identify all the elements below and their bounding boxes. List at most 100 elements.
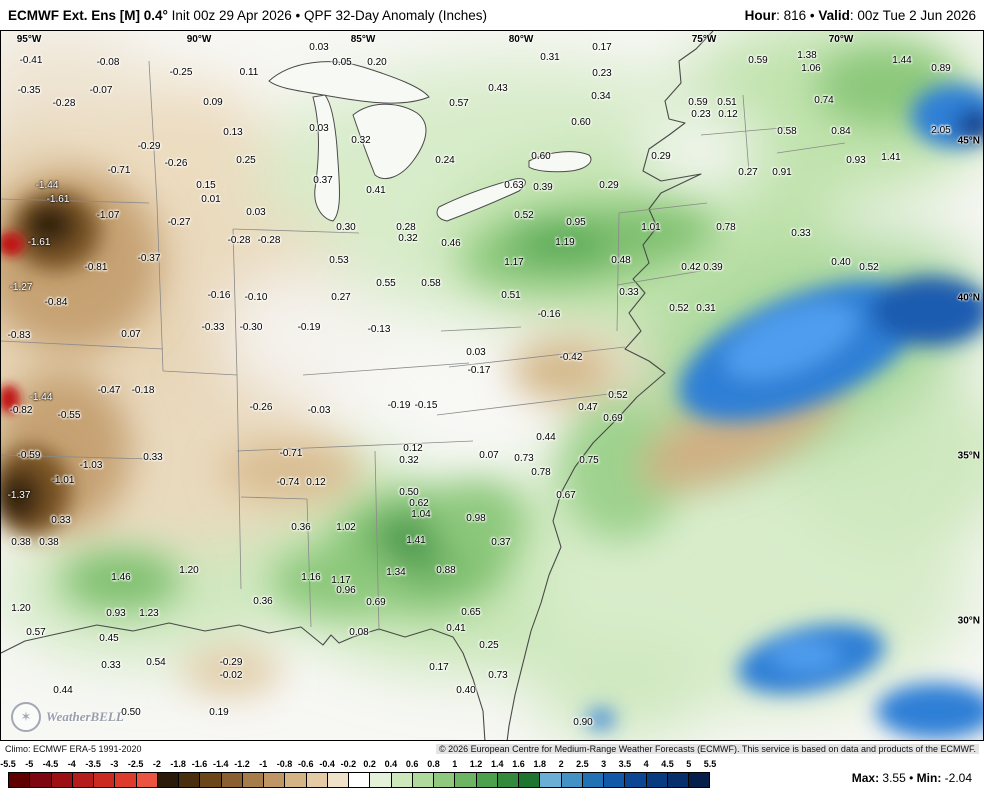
map-value-label: 0.52 — [669, 303, 689, 314]
weatherbell-emblem-icon: ✶ — [11, 702, 41, 732]
colorbar-segment — [115, 773, 137, 787]
map-value-label: 0.51 — [501, 290, 521, 301]
colorbar-tick-label: -4.5 — [42, 759, 59, 769]
map-value-label: 0.12 — [718, 109, 738, 120]
colorbar-legend: -5.5 -5 -4.5 -4 -3.5 -3 -2.5 -2 -1.8 -1.6 -1.4 -1.2… — [0, 756, 984, 808]
map-value-label: 0.41 — [366, 185, 386, 196]
map-value-label: 0.39 — [533, 182, 553, 193]
map-value-label: 0.38 — [11, 537, 31, 548]
map-value-label: 0.57 — [449, 98, 469, 109]
map-value-label: 0.78 — [716, 222, 736, 233]
map-value-label: 0.25 — [479, 640, 499, 651]
colorbar-segment — [349, 773, 371, 787]
colorbar-tick-label: -3 — [110, 759, 119, 769]
map-value-label: 0.23 — [592, 68, 612, 79]
colorbar-tick-label: 1.6 — [512, 759, 525, 769]
map-value-label: -1.03 — [79, 460, 103, 471]
map-value-label: 0.47 — [578, 402, 598, 413]
colorbar-segment — [561, 773, 583, 787]
map-value-label: 0.27 — [331, 292, 351, 303]
map-value-label: -0.82 — [9, 405, 33, 416]
map-value-label: -0.71 — [107, 165, 131, 176]
colorbar-tick-label: -1 — [259, 759, 268, 769]
latitude-label: 30°N — [957, 615, 980, 627]
colorbar-segment — [264, 773, 286, 787]
map-value-label: 0.57 — [26, 627, 46, 638]
map-value-label: -0.42 — [559, 352, 583, 363]
map-value-label: 0.28 — [396, 222, 416, 233]
map-value-label: -0.03 — [307, 405, 331, 416]
colorbar-tick-label: -0.2 — [340, 759, 357, 769]
colorbar-segment — [646, 773, 668, 787]
map-value-label: 0.11 — [239, 67, 259, 78]
colorbar-segment — [412, 773, 434, 787]
great-lakes — [268, 61, 592, 222]
colorbar-tick-label: -1.4 — [212, 759, 229, 769]
colorbar-tick-label: 1.2 — [469, 759, 483, 769]
map-value-label: -0.29 — [219, 657, 243, 668]
map-value-label: -0.71 — [279, 448, 303, 459]
map-value-label: 0.75 — [579, 455, 599, 466]
max-label: Max: — [851, 771, 880, 785]
map-value-label: 0.13 — [223, 127, 243, 138]
colorbar-segment — [476, 773, 498, 787]
map-value-label: 0.03 — [309, 42, 329, 53]
map-value-label: 0.69 — [366, 597, 386, 608]
map-value-label: -0.28 — [257, 235, 281, 246]
map-value-label: -0.35 — [17, 85, 41, 96]
map-value-label: 0.65 — [461, 607, 481, 618]
map-value-label: 0.33 — [791, 228, 811, 239]
map-value-label: -0.28 — [52, 98, 76, 109]
map-value-label: 0.44 — [536, 432, 556, 443]
map-value-label: 0.12 — [306, 477, 326, 488]
map-value-label: 0.31 — [540, 52, 560, 63]
colorbar-segment — [689, 773, 710, 787]
map-value-label: 0.19 — [209, 707, 229, 718]
forecast-hour-valid: Hour: 816 • Valid: 00z Tue 2 Jun 2026 — [745, 8, 976, 23]
colorbar-segment — [370, 773, 392, 787]
map-value-label: 0.44 — [53, 685, 73, 696]
colorbar-segment — [9, 773, 31, 787]
colorbar-segment — [327, 773, 349, 787]
max-value: 3.55 — [879, 771, 906, 785]
map-value-label: 1.46 — [111, 572, 131, 583]
map-value-label: 1.23 — [139, 608, 159, 619]
map-value-label: 0.24 — [435, 155, 455, 166]
map-value-label: -0.16 — [537, 309, 561, 320]
latitude-label: 40°N — [957, 292, 980, 304]
colorbar-segment — [200, 773, 222, 787]
map-value-label: -0.19 — [297, 322, 321, 333]
map-value-label: 0.36 — [253, 596, 273, 607]
colorbar-tick-label: 5.5 — [703, 759, 717, 769]
map-value-label: 0.45 — [99, 633, 119, 644]
min-label: Min: — [916, 771, 942, 785]
map-value-label: -0.07 — [89, 85, 113, 96]
colorbar-segment — [519, 773, 541, 787]
map-value-label: 0.73 — [488, 670, 508, 681]
colorbar-segment — [179, 773, 201, 787]
map-value-label: 0.51 — [717, 97, 737, 108]
colorbar-segment — [540, 773, 562, 787]
map-value-label: 0.39 — [703, 262, 723, 273]
map-value-label: 0.30 — [336, 222, 356, 233]
latitude-label: 45°N — [957, 135, 980, 147]
map-value-label: -0.26 — [164, 158, 188, 169]
map-value-label: 0.67 — [556, 490, 576, 501]
map-value-label: 0.40 — [831, 257, 851, 268]
colorbar-segment — [285, 773, 307, 787]
state-borders — [1, 60, 846, 632]
map-value-label: 0.93 — [846, 155, 866, 166]
map-value-label: -0.08 — [96, 57, 120, 68]
colorbar-segment — [582, 773, 604, 787]
colorbar-tick-labels: -5.5 -5 -4.5 -4 -3.5 -3 -2.5 -2 -1.8 -1.6 -1.4 -1.2… — [0, 759, 716, 772]
map-value-label: 0.41 — [446, 623, 466, 634]
map-value-label: 0.29 — [651, 151, 671, 162]
map-value-label: 0.88 — [436, 565, 456, 576]
map-value-label: 0.52 — [859, 262, 879, 273]
map-value-label: -0.28 — [227, 235, 251, 246]
map-value-label: 0.32 — [398, 233, 418, 244]
colorbar-segment — [604, 773, 626, 787]
map-value-label: -1.61 — [27, 237, 51, 248]
colorbar-tick-label: 5 — [686, 759, 692, 769]
map-value-label: -0.18 — [131, 385, 155, 396]
